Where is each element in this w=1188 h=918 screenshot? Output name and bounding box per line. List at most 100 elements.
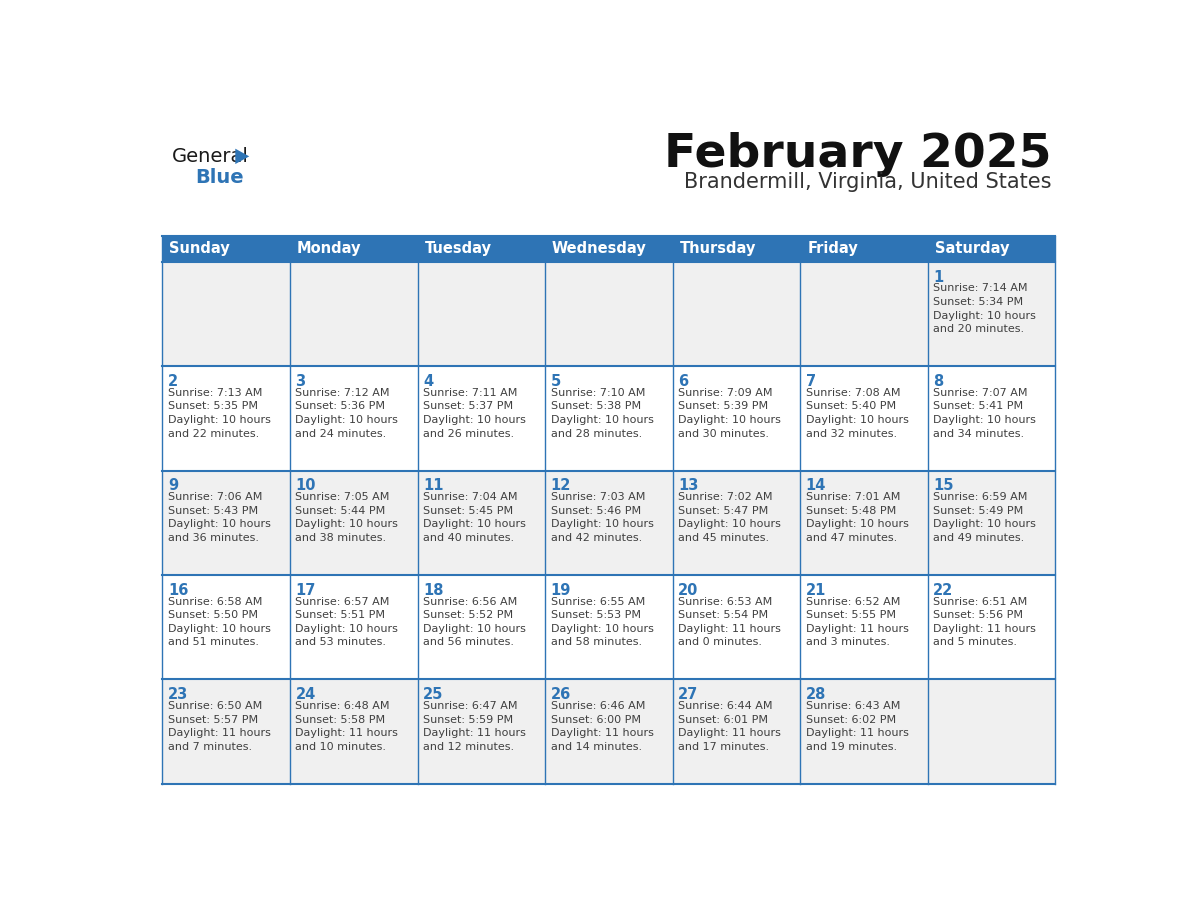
Bar — [290, 236, 417, 262]
Text: Sunrise: 7:04 AM
Sunset: 5:45 PM
Daylight: 10 hours
and 40 minutes.: Sunrise: 7:04 AM Sunset: 5:45 PM Dayligh… — [423, 492, 526, 543]
Text: 18: 18 — [423, 583, 443, 598]
Text: 22: 22 — [933, 583, 954, 598]
Bar — [801, 575, 928, 679]
Bar — [672, 679, 801, 784]
Bar — [417, 575, 545, 679]
Text: February 2025: February 2025 — [664, 131, 1051, 177]
Text: Brandermill, Virginia, United States: Brandermill, Virginia, United States — [684, 172, 1051, 192]
Bar — [163, 262, 290, 366]
Text: 19: 19 — [550, 583, 571, 598]
Text: Sunrise: 7:05 AM
Sunset: 5:44 PM
Daylight: 10 hours
and 38 minutes.: Sunrise: 7:05 AM Sunset: 5:44 PM Dayligh… — [296, 492, 398, 543]
Bar — [545, 575, 672, 679]
Text: Sunrise: 7:08 AM
Sunset: 5:40 PM
Daylight: 10 hours
and 32 minutes.: Sunrise: 7:08 AM Sunset: 5:40 PM Dayligh… — [805, 387, 909, 439]
Text: 3: 3 — [296, 374, 305, 389]
Bar — [163, 236, 290, 262]
Text: Sunrise: 6:57 AM
Sunset: 5:51 PM
Daylight: 10 hours
and 53 minutes.: Sunrise: 6:57 AM Sunset: 5:51 PM Dayligh… — [296, 597, 398, 647]
Bar — [801, 236, 928, 262]
Text: Sunrise: 7:03 AM
Sunset: 5:46 PM
Daylight: 10 hours
and 42 minutes.: Sunrise: 7:03 AM Sunset: 5:46 PM Dayligh… — [550, 492, 653, 543]
Text: 17: 17 — [296, 583, 316, 598]
Bar — [928, 262, 1055, 366]
Bar — [801, 471, 928, 575]
Text: Sunrise: 6:50 AM
Sunset: 5:57 PM
Daylight: 11 hours
and 7 minutes.: Sunrise: 6:50 AM Sunset: 5:57 PM Dayligh… — [168, 701, 271, 752]
Text: 9: 9 — [168, 478, 178, 493]
Text: Sunrise: 7:11 AM
Sunset: 5:37 PM
Daylight: 10 hours
and 26 minutes.: Sunrise: 7:11 AM Sunset: 5:37 PM Dayligh… — [423, 387, 526, 439]
Text: Sunrise: 6:55 AM
Sunset: 5:53 PM
Daylight: 10 hours
and 58 minutes.: Sunrise: 6:55 AM Sunset: 5:53 PM Dayligh… — [550, 597, 653, 647]
Bar — [417, 366, 545, 471]
Text: Sunrise: 6:56 AM
Sunset: 5:52 PM
Daylight: 10 hours
and 56 minutes.: Sunrise: 6:56 AM Sunset: 5:52 PM Dayligh… — [423, 597, 526, 647]
Text: 7: 7 — [805, 374, 816, 389]
Bar — [545, 679, 672, 784]
Bar — [928, 236, 1055, 262]
Text: 10: 10 — [296, 478, 316, 493]
Text: 1: 1 — [933, 270, 943, 285]
Text: Sunrise: 7:07 AM
Sunset: 5:41 PM
Daylight: 10 hours
and 34 minutes.: Sunrise: 7:07 AM Sunset: 5:41 PM Dayligh… — [933, 387, 1036, 439]
Bar — [672, 471, 801, 575]
Bar — [290, 366, 417, 471]
Text: 4: 4 — [423, 374, 434, 389]
Text: Sunrise: 6:48 AM
Sunset: 5:58 PM
Daylight: 11 hours
and 10 minutes.: Sunrise: 6:48 AM Sunset: 5:58 PM Dayligh… — [296, 701, 398, 752]
Text: 25: 25 — [423, 688, 443, 702]
Bar — [290, 471, 417, 575]
Bar — [801, 679, 928, 784]
Text: Sunrise: 7:12 AM
Sunset: 5:36 PM
Daylight: 10 hours
and 24 minutes.: Sunrise: 7:12 AM Sunset: 5:36 PM Dayligh… — [296, 387, 398, 439]
Bar — [928, 575, 1055, 679]
Bar — [417, 679, 545, 784]
Text: Sunrise: 6:44 AM
Sunset: 6:01 PM
Daylight: 11 hours
and 17 minutes.: Sunrise: 6:44 AM Sunset: 6:01 PM Dayligh… — [678, 701, 781, 752]
Bar — [417, 262, 545, 366]
Text: General: General — [172, 147, 248, 166]
Text: Sunrise: 6:47 AM
Sunset: 5:59 PM
Daylight: 11 hours
and 12 minutes.: Sunrise: 6:47 AM Sunset: 5:59 PM Dayligh… — [423, 701, 526, 752]
Text: 5: 5 — [550, 374, 561, 389]
Text: Wednesday: Wednesday — [552, 241, 646, 256]
Bar — [928, 366, 1055, 471]
Text: 13: 13 — [678, 478, 699, 493]
Bar — [417, 471, 545, 575]
Bar — [928, 471, 1055, 575]
Text: 14: 14 — [805, 478, 826, 493]
Text: 11: 11 — [423, 478, 443, 493]
Text: Sunrise: 7:10 AM
Sunset: 5:38 PM
Daylight: 10 hours
and 28 minutes.: Sunrise: 7:10 AM Sunset: 5:38 PM Dayligh… — [550, 387, 653, 439]
Bar — [163, 366, 290, 471]
Text: Sunrise: 7:14 AM
Sunset: 5:34 PM
Daylight: 10 hours
and 20 minutes.: Sunrise: 7:14 AM Sunset: 5:34 PM Dayligh… — [933, 284, 1036, 334]
Text: 23: 23 — [168, 688, 188, 702]
Text: Tuesday: Tuesday — [424, 241, 492, 256]
Text: 24: 24 — [296, 688, 316, 702]
Text: Sunrise: 7:01 AM
Sunset: 5:48 PM
Daylight: 10 hours
and 47 minutes.: Sunrise: 7:01 AM Sunset: 5:48 PM Dayligh… — [805, 492, 909, 543]
Text: Monday: Monday — [297, 241, 361, 256]
Text: 15: 15 — [933, 478, 954, 493]
Text: 20: 20 — [678, 583, 699, 598]
Bar — [163, 679, 290, 784]
Bar — [163, 575, 290, 679]
Polygon shape — [235, 149, 249, 164]
Bar — [417, 236, 545, 262]
Text: Sunrise: 7:09 AM
Sunset: 5:39 PM
Daylight: 10 hours
and 30 minutes.: Sunrise: 7:09 AM Sunset: 5:39 PM Dayligh… — [678, 387, 781, 439]
Text: 27: 27 — [678, 688, 699, 702]
Text: 6: 6 — [678, 374, 688, 389]
Text: 28: 28 — [805, 688, 826, 702]
Text: Sunday: Sunday — [170, 241, 230, 256]
Text: 26: 26 — [550, 688, 570, 702]
Text: Sunrise: 6:53 AM
Sunset: 5:54 PM
Daylight: 11 hours
and 0 minutes.: Sunrise: 6:53 AM Sunset: 5:54 PM Dayligh… — [678, 597, 781, 647]
Text: 2: 2 — [168, 374, 178, 389]
Text: 8: 8 — [933, 374, 943, 389]
Text: Sunrise: 6:43 AM
Sunset: 6:02 PM
Daylight: 11 hours
and 19 minutes.: Sunrise: 6:43 AM Sunset: 6:02 PM Dayligh… — [805, 701, 909, 752]
Text: 12: 12 — [550, 478, 571, 493]
Text: Sunrise: 6:52 AM
Sunset: 5:55 PM
Daylight: 11 hours
and 3 minutes.: Sunrise: 6:52 AM Sunset: 5:55 PM Dayligh… — [805, 597, 909, 647]
Text: Blue: Blue — [195, 168, 244, 187]
Text: Sunrise: 6:51 AM
Sunset: 5:56 PM
Daylight: 11 hours
and 5 minutes.: Sunrise: 6:51 AM Sunset: 5:56 PM Dayligh… — [933, 597, 1036, 647]
Bar — [290, 679, 417, 784]
Text: Sunrise: 6:46 AM
Sunset: 6:00 PM
Daylight: 11 hours
and 14 minutes.: Sunrise: 6:46 AM Sunset: 6:00 PM Dayligh… — [550, 701, 653, 752]
Text: Sunrise: 7:13 AM
Sunset: 5:35 PM
Daylight: 10 hours
and 22 minutes.: Sunrise: 7:13 AM Sunset: 5:35 PM Dayligh… — [168, 387, 271, 439]
Text: Sunrise: 6:58 AM
Sunset: 5:50 PM
Daylight: 10 hours
and 51 minutes.: Sunrise: 6:58 AM Sunset: 5:50 PM Dayligh… — [168, 597, 271, 647]
Text: Friday: Friday — [807, 241, 858, 256]
Text: 16: 16 — [168, 583, 188, 598]
Bar — [672, 575, 801, 679]
Bar — [290, 575, 417, 679]
Bar — [290, 262, 417, 366]
Text: 21: 21 — [805, 583, 826, 598]
Bar — [545, 262, 672, 366]
Bar — [545, 236, 672, 262]
Bar — [672, 262, 801, 366]
Bar — [545, 366, 672, 471]
Text: Sunrise: 6:59 AM
Sunset: 5:49 PM
Daylight: 10 hours
and 49 minutes.: Sunrise: 6:59 AM Sunset: 5:49 PM Dayligh… — [933, 492, 1036, 543]
Text: Thursday: Thursday — [680, 241, 756, 256]
